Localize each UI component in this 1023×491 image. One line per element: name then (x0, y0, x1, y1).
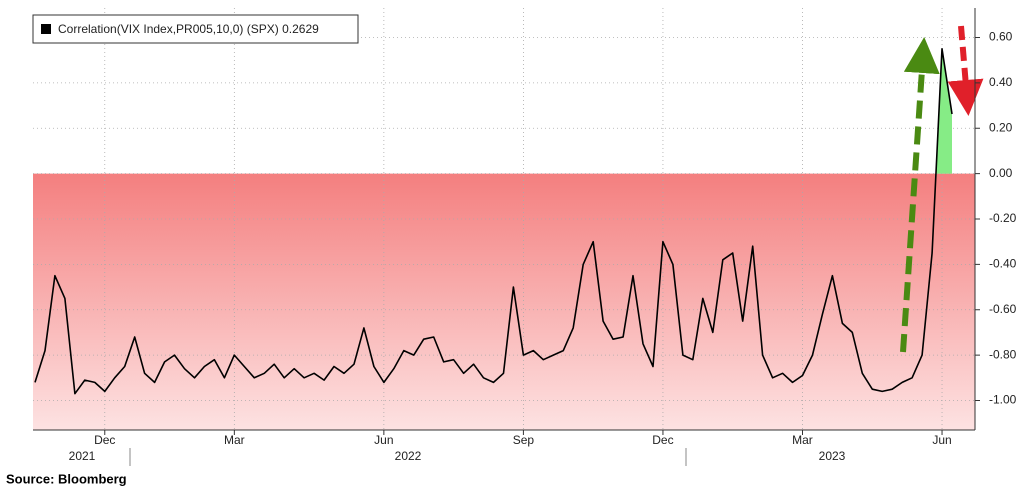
legend-swatch (41, 24, 51, 34)
series-line (34, 48, 953, 395)
y-tick-label: 0.20 (989, 120, 1013, 134)
x-tick-label: Mar (792, 433, 813, 447)
x-tick-label: Jun (374, 433, 393, 447)
y-tick-label: -0.20 (989, 211, 1017, 225)
legend-text: Correlation(VIX Index,PR005,10,0) (SPX) … (58, 22, 319, 36)
x-tick-label: Dec (94, 433, 115, 447)
year-label: 2021 (69, 449, 96, 463)
plot-area (33, 8, 975, 430)
negative-zone (33, 173, 975, 430)
down-arrow (947, 25, 984, 116)
x-tick-label: Jun (932, 433, 951, 447)
y-tick-label: 0.40 (989, 75, 1013, 89)
y-tick-label: -0.40 (989, 257, 1017, 271)
x-tick-label: Dec (652, 433, 673, 447)
y-tick-label: -0.80 (989, 347, 1017, 361)
legend-value: 0.2629 (282, 22, 319, 36)
x-tick-label: Mar (224, 433, 245, 447)
legend-name: Correlation(VIX Index,PR005,10,0) (SPX) (58, 22, 279, 36)
y-tick-label: 0.60 (989, 30, 1013, 44)
year-label: 2023 (819, 449, 846, 463)
year-label: 2022 (395, 449, 422, 463)
positive-area (935, 48, 952, 174)
up-arrow (900, 37, 940, 353)
x-tick-label: Sep (513, 433, 535, 447)
legend-box (32, 14, 359, 44)
y-tick-label: 0.00 (989, 166, 1013, 180)
y-tick-label: -1.00 (989, 393, 1017, 407)
y-tick-label: -0.60 (989, 302, 1017, 316)
source: Source: Bloomberg (6, 471, 127, 486)
legend: Correlation(VIX Index,PR005,10,0) (SPX) … (32, 14, 359, 44)
